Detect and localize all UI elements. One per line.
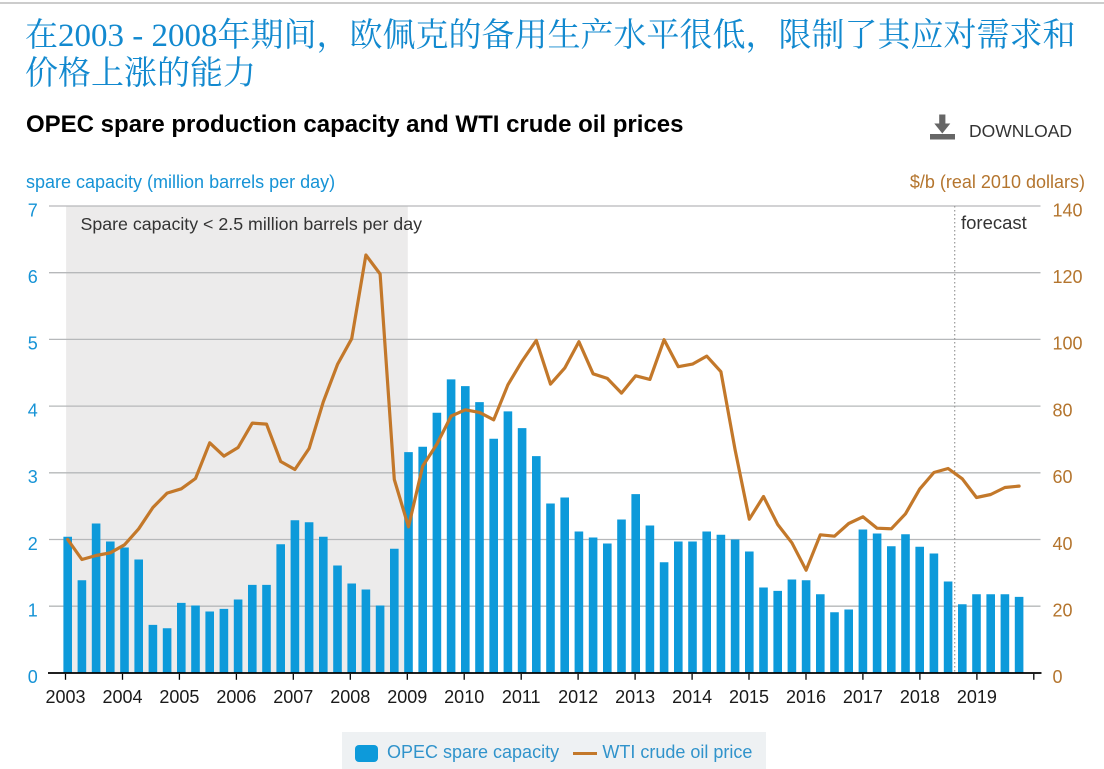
svg-text:100: 100 [1053,334,1083,354]
svg-text:2007: 2007 [273,687,313,707]
svg-text:2010: 2010 [444,687,484,707]
svg-text:2003: 2003 [45,687,85,707]
svg-text:1: 1 [28,601,38,621]
svg-text:20: 20 [1053,601,1073,621]
svg-text:2013: 2013 [615,687,655,707]
svg-text:2011: 2011 [502,687,541,707]
svg-text:6: 6 [28,267,38,287]
svg-text:120: 120 [1053,267,1083,287]
svg-text:140: 140 [1053,200,1083,220]
svg-text:80: 80 [1053,400,1073,420]
svg-text:Spare capacity < 2.5 million b: Spare capacity < 2.5 million barrels per… [81,214,423,234]
svg-text:2: 2 [28,534,38,554]
svg-text:0: 0 [28,667,38,687]
svg-text:60: 60 [1053,467,1073,487]
svg-text:2016: 2016 [786,687,826,707]
svg-text:forecast: forecast [961,212,1027,233]
svg-text:2008: 2008 [330,687,370,707]
svg-text:2012: 2012 [558,687,598,707]
svg-text:2005: 2005 [159,687,199,707]
svg-text:2009: 2009 [387,687,427,707]
svg-text:2014: 2014 [672,687,712,707]
svg-text:2018: 2018 [900,687,940,707]
svg-text:5: 5 [28,334,38,354]
svg-text:40: 40 [1053,534,1073,554]
svg-text:0: 0 [1053,667,1063,687]
svg-text:4: 4 [28,400,38,420]
svg-text:2017: 2017 [843,687,883,707]
svg-text:2019: 2019 [957,687,997,707]
svg-text:2006: 2006 [216,687,256,707]
svg-text:2015: 2015 [729,687,769,707]
svg-text:2004: 2004 [102,687,142,707]
svg-text:3: 3 [28,467,38,487]
svg-text:7: 7 [28,200,38,220]
